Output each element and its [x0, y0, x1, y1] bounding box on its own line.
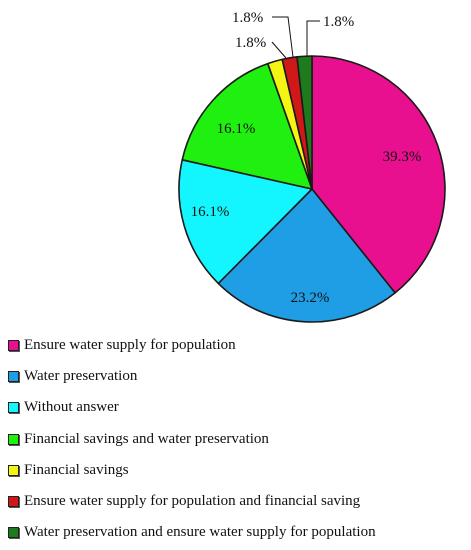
legend-label: Financial savings and water preservation — [24, 430, 269, 447]
legend-label: Water preservation — [24, 368, 138, 385]
legend-item: Water preservation and ensure water supp… — [8, 517, 376, 548]
label-leader-line — [272, 16, 294, 58]
legend-item: Water preservation — [8, 361, 376, 392]
legend-swatch — [8, 340, 19, 352]
legend-item: Without answer — [8, 392, 376, 423]
chart-legend: Ensure water supply for population Water … — [8, 330, 376, 548]
slice-percent-label: 1.8% — [232, 10, 263, 26]
label-leader-line — [271, 41, 287, 59]
slice-percent-label: 1.8% — [235, 35, 266, 51]
slice-percent-label: 39.3% — [383, 149, 422, 165]
slice-percent-label: 16.1% — [191, 204, 230, 220]
pie-slices — [178, 55, 446, 323]
slice-percent-label: 23.2% — [291, 290, 330, 306]
legend-swatch — [8, 371, 19, 383]
legend-label: Water preservation and ensure water supp… — [24, 524, 376, 541]
pie-slice — [178, 159, 313, 285]
legend-item: Ensure water supply for population and f… — [8, 486, 376, 517]
legend-swatch — [8, 527, 19, 539]
slice-percent-label: 1.8% — [323, 14, 354, 30]
legend-swatch — [8, 402, 19, 414]
legend-label: Ensure water supply for population and f… — [24, 493, 361, 510]
slice-percent-label: 16.1% — [217, 121, 256, 137]
legend-item: Financial savings and water preservation — [8, 424, 376, 455]
legend-label: Ensure water supply for population — [24, 337, 236, 354]
pie-slice — [181, 62, 313, 190]
legend-label: Financial savings — [24, 461, 129, 478]
pie-slice — [311, 55, 446, 294]
label-leader-line — [306, 20, 320, 57]
legend-label: Without answer — [24, 399, 119, 416]
legend-swatch — [8, 464, 19, 476]
legend-item: Ensure water supply for population — [8, 330, 376, 361]
legend-swatch — [8, 433, 19, 445]
legend-item: Financial savings — [8, 455, 376, 486]
legend-swatch — [8, 496, 19, 508]
pie-slice — [296, 55, 313, 190]
pie-labels: 39.3% 23.2% 16.1% 16.1% 1.8% 1.8% 1.8% — [191, 10, 422, 306]
pie-slice — [217, 188, 396, 323]
